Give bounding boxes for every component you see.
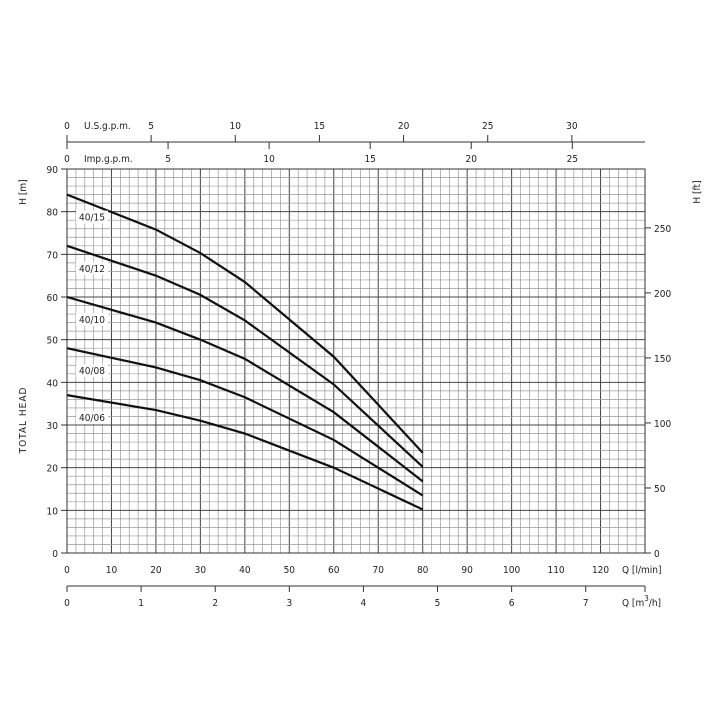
x-tick-label: 60	[328, 565, 340, 576]
x2-tick-label: 1	[138, 598, 144, 609]
curve-40-08	[66, 347, 424, 497]
imp-gpm-tick-label: 10	[263, 154, 275, 165]
x-tick-label: 90	[461, 565, 473, 576]
imp-gpm-tick-label: 20	[466, 154, 478, 165]
curve-label-bg	[76, 261, 108, 275]
y2-unit-label: H [ft]	[692, 180, 703, 203]
us-gpm-tick-label: 30	[566, 121, 578, 132]
us-gpm-tick-label: 10	[230, 121, 242, 132]
curve-label: 40/08	[79, 366, 105, 377]
y-tick-label: 60	[47, 293, 59, 304]
curve-40-15	[66, 193, 424, 454]
x-tick-label: 70	[373, 565, 385, 576]
y-tick-label: 20	[47, 464, 59, 475]
y-tick-label: 10	[47, 506, 59, 517]
x2-unit-label: Q [m3/h]	[622, 594, 661, 609]
x-tick-label: 120	[592, 565, 609, 576]
y-tick-label: 70	[47, 250, 59, 261]
y2-tick-label: 50	[654, 484, 666, 495]
x-tick-label: 30	[195, 565, 207, 576]
x2-tick-label: 4	[361, 598, 367, 609]
x-tick-label: 10	[106, 565, 118, 576]
y2-tick-label: 100	[654, 419, 671, 430]
imp-gpm-tick-label: 0	[64, 154, 70, 165]
y2-tick-label: 200	[654, 289, 671, 300]
x2-tick-label: 3	[286, 598, 292, 609]
imp-gpm-tick-label: 15	[364, 154, 375, 165]
x-unit-label: Q [l/min]	[622, 565, 661, 576]
y2-tick-label: 250	[654, 224, 671, 235]
x-tick-label: 0	[64, 565, 70, 576]
curve-label: 40/15	[79, 213, 105, 224]
x-tick-label: 80	[417, 565, 429, 576]
curve-label-bg	[76, 411, 108, 425]
plot-frame	[66, 168, 646, 554]
us-gpm-tick-label: 0	[64, 121, 70, 132]
x2-tick-label: 5	[435, 598, 441, 609]
curve-label: 40/12	[79, 264, 105, 275]
us-gpm-tick-label: 25	[482, 121, 493, 132]
y2-tick-label: 0	[654, 549, 660, 560]
y-tick-label: 0	[52, 549, 58, 560]
curve-label-bg	[76, 210, 108, 224]
x2-tick-label: 0	[64, 598, 70, 609]
curve-label-bg	[76, 364, 108, 378]
imp-gpm-label: Imp.g.p.m.	[84, 154, 133, 165]
us-gpm-label: U.S.g.p.m.	[84, 121, 131, 132]
imp-gpm-tick-label: 5	[165, 154, 171, 165]
curve-label: 40/10	[79, 315, 105, 326]
x2-tick-label: 7	[583, 598, 589, 609]
y2-tick-label: 150	[654, 354, 671, 365]
x-tick-label: 40	[239, 565, 251, 576]
y-tick-label: 30	[47, 421, 59, 432]
imp-gpm-tick-label: 25	[567, 154, 578, 165]
us-gpm-tick-label: 5	[148, 121, 154, 132]
us-gpm-tick-label: 15	[314, 121, 325, 132]
x-tick-label: 100	[503, 565, 520, 576]
y-tick-label: 80	[47, 208, 59, 219]
y-tick-label: 90	[47, 165, 59, 176]
y-axis-title: TOTAL HEAD	[18, 387, 29, 455]
curve-label: 40/06	[79, 413, 105, 424]
x-tick-label: 110	[547, 565, 564, 576]
y-tick-label: 50	[47, 336, 59, 347]
curve-40-10	[66, 295, 424, 483]
x2-tick-label: 6	[509, 598, 515, 609]
curve-label-bg	[76, 313, 108, 326]
y-tick-label: 40	[47, 378, 59, 389]
us-gpm-tick-label: 20	[398, 121, 410, 132]
x-tick-label: 50	[284, 565, 296, 576]
y-unit-label: H [m]	[18, 179, 29, 204]
x-tick-label: 20	[150, 565, 162, 576]
x2-tick-label: 2	[212, 598, 218, 609]
curve-40-06	[66, 394, 424, 511]
curve-40-12	[66, 244, 424, 468]
